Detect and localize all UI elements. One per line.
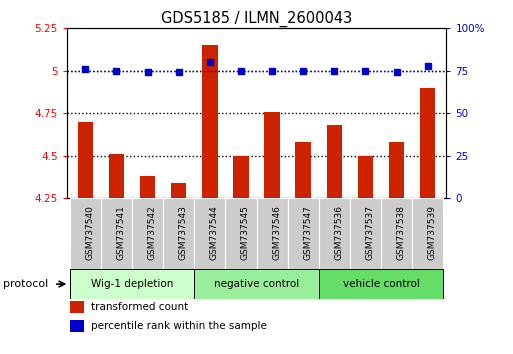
Text: GSM737538: GSM737538 — [397, 205, 405, 260]
Text: GSM737543: GSM737543 — [179, 205, 188, 260]
Bar — [202, 45, 218, 198]
Text: Wig-1 depletion: Wig-1 depletion — [91, 279, 173, 289]
Bar — [358, 156, 373, 198]
Text: GDS5185 / ILMN_2600043: GDS5185 / ILMN_2600043 — [161, 11, 352, 27]
Text: transformed count: transformed count — [91, 302, 189, 312]
Bar — [225, 198, 256, 269]
Bar — [70, 302, 84, 313]
Bar — [350, 198, 381, 269]
Bar — [319, 269, 443, 299]
Bar — [70, 198, 101, 269]
Bar — [77, 122, 93, 198]
Bar — [171, 183, 187, 198]
Bar — [194, 198, 225, 269]
Text: GSM737545: GSM737545 — [241, 205, 250, 260]
Text: GSM737542: GSM737542 — [148, 205, 156, 259]
Text: negative control: negative control — [214, 279, 299, 289]
Text: GSM737537: GSM737537 — [365, 205, 374, 260]
Bar — [295, 142, 311, 198]
Bar — [194, 269, 319, 299]
Bar — [70, 320, 84, 332]
Bar — [109, 154, 124, 198]
Text: GSM737541: GSM737541 — [116, 205, 126, 260]
Text: GSM737546: GSM737546 — [272, 205, 281, 260]
Text: GSM737544: GSM737544 — [210, 205, 219, 259]
Bar — [326, 125, 342, 198]
Bar — [256, 198, 288, 269]
Text: GSM737540: GSM737540 — [85, 205, 94, 260]
Bar — [264, 112, 280, 198]
Text: GSM737539: GSM737539 — [428, 205, 437, 260]
Text: percentile rank within the sample: percentile rank within the sample — [91, 321, 267, 331]
Bar — [389, 142, 404, 198]
Bar — [132, 198, 163, 269]
Bar — [420, 88, 436, 198]
Bar — [381, 198, 412, 269]
Bar — [319, 198, 350, 269]
Bar — [233, 156, 249, 198]
Bar — [140, 176, 155, 198]
Text: GSM737536: GSM737536 — [334, 205, 343, 260]
Bar — [288, 198, 319, 269]
Bar — [412, 198, 443, 269]
Bar — [70, 269, 194, 299]
Text: GSM737547: GSM737547 — [303, 205, 312, 260]
Bar — [101, 198, 132, 269]
Bar — [163, 198, 194, 269]
Text: protocol: protocol — [3, 279, 48, 289]
Text: vehicle control: vehicle control — [343, 279, 420, 289]
